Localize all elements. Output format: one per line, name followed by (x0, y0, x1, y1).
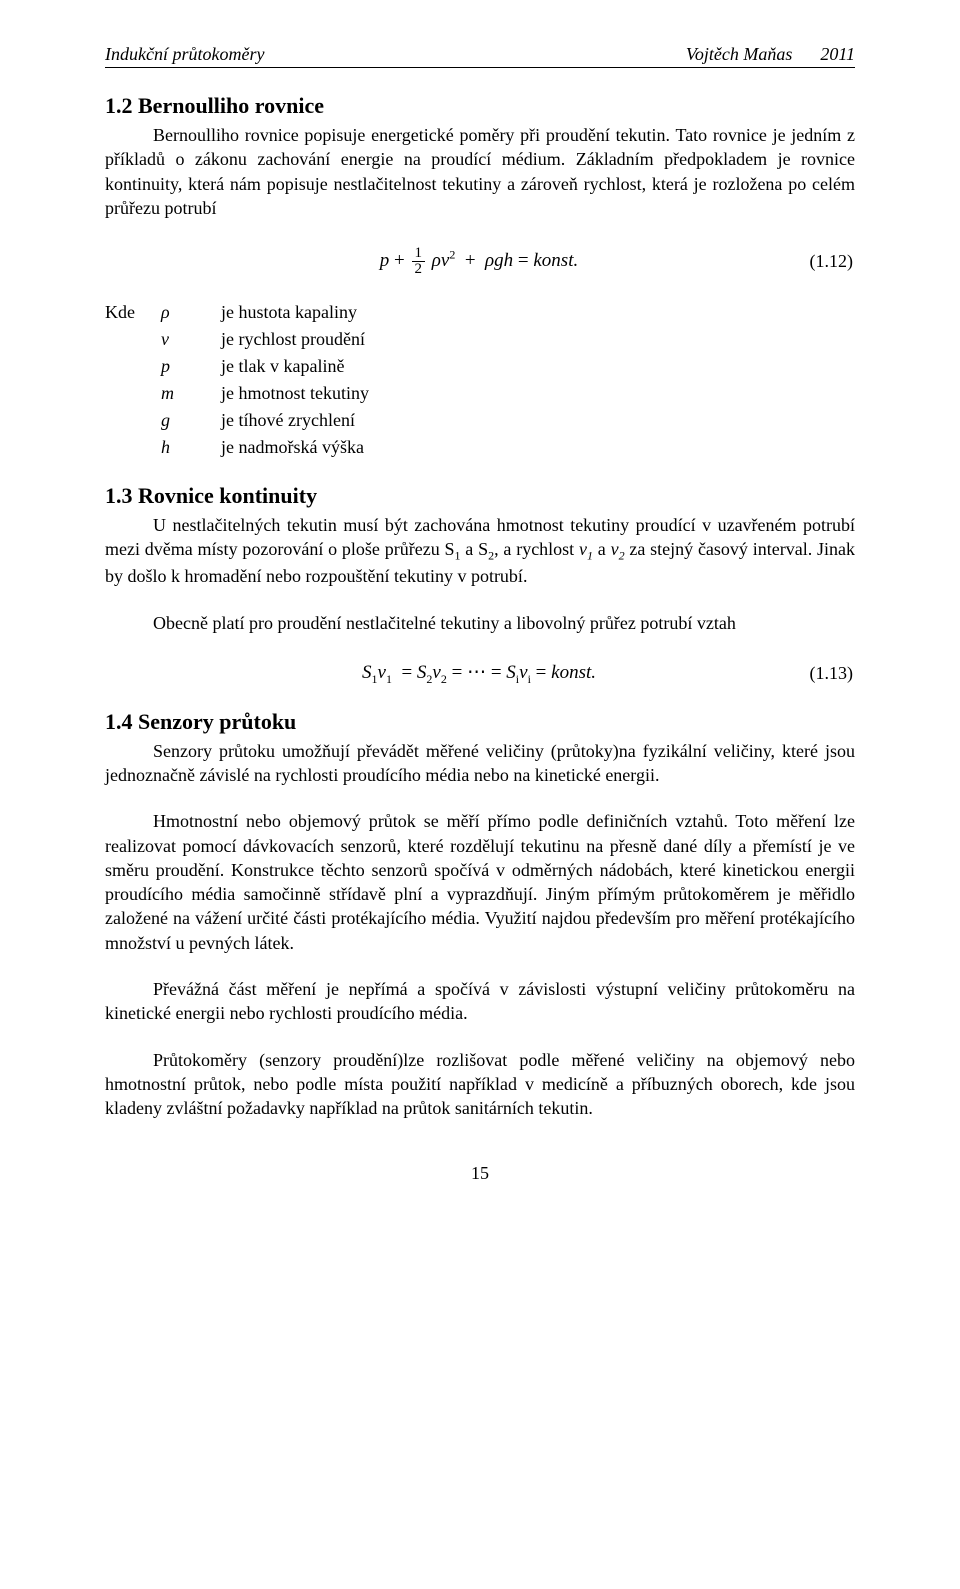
where-desc: je hustota kapaliny (221, 299, 855, 326)
header-right: Vojtěch Maňas 2011 (686, 44, 855, 65)
where-row: Kde ρ je hustota kapaliny (105, 299, 855, 326)
equation-1-12-formula: p + 12 ρv2 + ρgh = konst. (380, 246, 578, 277)
section-1-4-para-4: Průtokoměry (senzory proudění)lze rozliš… (105, 1048, 855, 1121)
where-row: m je hmotnost tekutiny (105, 380, 855, 407)
where-lead: Kde (105, 299, 161, 326)
equation-1-12-number: (1.12) (578, 251, 855, 272)
where-desc: je hmotnost tekutiny (221, 380, 855, 407)
section-1-4-para-3: Převážná část měření je nepřímá a spočív… (105, 977, 855, 1026)
section-1-4-para-1: Senzory průtoku umožňují převádět měřené… (105, 739, 855, 788)
where-desc: je rychlost proudění (221, 326, 855, 353)
where-symbol: v (161, 326, 221, 353)
where-symbol: p (161, 353, 221, 380)
where-desc: je tlak v kapalině (221, 353, 855, 380)
where-symbol: g (161, 407, 221, 434)
page-number: 15 (105, 1163, 855, 1184)
where-row: h je nadmořská výška (105, 434, 855, 461)
where-row: g je tíhové zrychlení (105, 407, 855, 434)
equation-1-13-number: (1.13) (596, 663, 855, 684)
where-desc: je tíhové zrychlení (221, 407, 855, 434)
section-1-4-title: 1.4 Senzory průtoku (105, 709, 855, 735)
equation-1-13-formula: S1v1 = S2v2 = ⋯ = Sivi = konst. (362, 661, 596, 687)
section-1-3-title: 1.3 Rovnice kontinuity (105, 483, 855, 509)
header-year: 2011 (820, 44, 855, 65)
equation-1-12: p + 12 ρv2 + ρgh = konst. (1.12) (105, 246, 855, 277)
page-header: Indukční průtokoměry Vojtěch Maňas 2011 (105, 44, 855, 68)
section-1-2-title: 1.2 Bernoulliho rovnice (105, 93, 855, 119)
equation-1-13: S1v1 = S2v2 = ⋯ = Sivi = konst. (1.13) (105, 661, 855, 687)
where-desc: je nadmořská výška (221, 434, 855, 461)
header-author: Vojtěch Maňas (686, 44, 792, 65)
section-1-3-intro: U nestlačitelných tekutin musí být zacho… (105, 513, 855, 588)
header-left: Indukční průtokoměry (105, 44, 264, 65)
where-definitions: Kde ρ je hustota kapaliny v je rychlost … (105, 299, 855, 461)
where-symbol: m (161, 380, 221, 407)
where-symbol: h (161, 434, 221, 461)
where-row: p je tlak v kapalině (105, 353, 855, 380)
section-1-3-para-2: Obecně platí pro proudění nestlačitelné … (105, 611, 855, 635)
where-row: v je rychlost proudění (105, 326, 855, 353)
where-symbol: ρ (161, 299, 221, 326)
section-1-2-para-1: Bernoulliho rovnice popisuje energetické… (105, 123, 855, 220)
section-1-4-para-2: Hmotnostní nebo objemový průtok se měří … (105, 809, 855, 955)
